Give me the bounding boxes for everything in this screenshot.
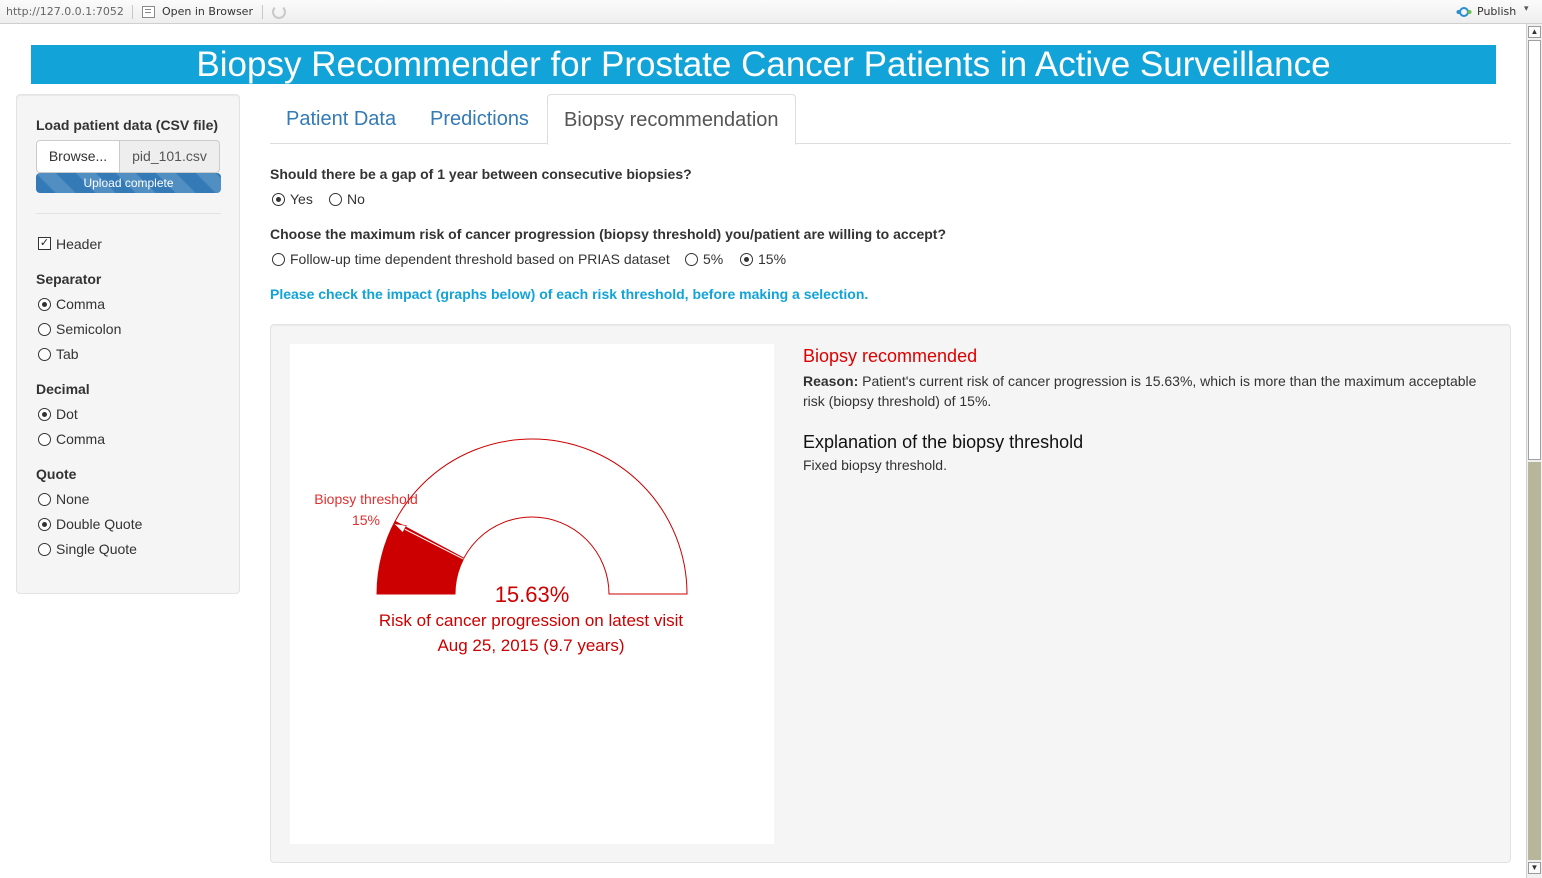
url-label: http://127.0.0.1:7052 (6, 5, 124, 18)
option-label: Yes (290, 191, 313, 207)
option-label: Comma (56, 296, 106, 312)
visit-date: Aug 25, 2015 (9.7 years) (437, 636, 624, 655)
reason-text: Patient's current risk of cancer progres… (803, 373, 1477, 409)
risk-gauge: Biopsy threshold 15% 15.63% Risk of canc… (314, 438, 688, 655)
option-label: No (347, 191, 365, 207)
load-data-label: Load patient data (CSV file) (36, 117, 219, 133)
vertical-scrollbar[interactable]: ▲ ▼ (1526, 24, 1542, 878)
gap-question-label: Should there be a gap of 1 year between … (270, 166, 692, 182)
radio-selected-icon[interactable] (740, 253, 753, 266)
page-title: Biopsy Recommender for Prostate Cancer P… (31, 45, 1496, 84)
tab-biopsy-recommendation[interactable]: Biopsy recommendation (547, 94, 796, 145)
tab-bar: Patient Data Predictions Biopsy recommen… (270, 94, 1511, 145)
radio-selected-icon[interactable] (38, 408, 51, 421)
radio-icon[interactable] (38, 433, 51, 446)
threshold-arrowhead (393, 523, 407, 534)
open-in-browser-icon[interactable] (142, 6, 155, 18)
radio-selected-icon[interactable] (272, 193, 285, 206)
gauge-outline (376, 438, 688, 595)
recommendation-reason: Reason: Patient's current risk of cancer… (803, 371, 1493, 411)
radio-icon[interactable] (38, 543, 51, 556)
radio-icon[interactable] (38, 493, 51, 506)
option-label: None (56, 491, 90, 507)
threshold-label: Biopsy threshold (314, 491, 418, 507)
threshold-marker (393, 523, 464, 560)
option-label: Double Quote (56, 516, 143, 532)
scroll-up-arrow-icon[interactable]: ▲ (1528, 26, 1541, 38)
gauge-risk-fill (377, 520, 465, 594)
threshold-value: 15% (352, 512, 380, 528)
radio-selected-icon[interactable] (38, 298, 51, 311)
scroll-down-arrow-icon[interactable]: ▼ (1528, 862, 1541, 874)
tab-predictions[interactable]: Predictions (430, 108, 529, 130)
radio-selected-icon[interactable] (38, 518, 51, 531)
divider (36, 213, 221, 214)
threshold-question-label: Choose the maximum risk of cancer progre… (270, 226, 947, 242)
risk-value: 15.63% (495, 582, 570, 607)
radio-icon[interactable] (329, 193, 342, 206)
upload-progress-bar: Upload complete (36, 173, 221, 193)
sidebar-panel: Load patient data (CSV file) Browse... p… (16, 94, 240, 594)
file-name-field: pid_101.csv (119, 140, 220, 173)
scroll-track[interactable] (1528, 462, 1541, 860)
explanation-title: Explanation of the biopsy threshold (803, 432, 1084, 452)
option-label: Follow-up time dependent threshold based… (290, 251, 670, 267)
option-label: 5% (703, 251, 724, 267)
risk-caption: Risk of cancer progression on latest vis… (379, 611, 684, 630)
option-label: Tab (56, 346, 79, 362)
file-input[interactable]: Browse... pid_101.csv (36, 140, 221, 173)
recommendation-title: Biopsy recommended (803, 346, 978, 366)
option-label: Dot (56, 406, 78, 422)
header-label: Header (56, 236, 102, 252)
reason-prefix: Reason: (803, 373, 859, 389)
checkbox-checked-icon[interactable]: ✓ (38, 237, 51, 250)
explanation-text: Fixed biopsy threshold. (803, 457, 947, 473)
radio-icon[interactable] (685, 253, 698, 266)
scroll-thumb[interactable] (1528, 40, 1541, 460)
option-label: Single Quote (56, 541, 137, 557)
decimal-label: Decimal (36, 381, 90, 397)
browse-button[interactable]: Browse... (36, 140, 120, 173)
impact-note: Please check the impact (graphs below) o… (270, 286, 869, 302)
quote-label: Quote (36, 466, 77, 482)
result-panel: Biopsy threshold 15% 15.63% Risk of canc… (270, 324, 1511, 863)
radio-icon[interactable] (38, 348, 51, 361)
separator-label: Separator (36, 271, 102, 287)
open-in-browser-button[interactable]: Open in Browser (162, 5, 253, 18)
toolbar-divider (132, 5, 133, 19)
risk-gauge-panel: Biopsy threshold 15% 15.63% Risk of canc… (290, 344, 774, 844)
browser-toolbar: http://127.0.0.1:7052 Open in Browser Pu… (0, 0, 1542, 24)
radio-icon[interactable] (38, 323, 51, 336)
option-label: Semicolon (56, 321, 122, 337)
tab-patient-data[interactable]: Patient Data (286, 108, 397, 130)
radio-icon[interactable] (272, 253, 285, 266)
refresh-icon[interactable] (272, 5, 286, 19)
option-label: 15% (758, 251, 787, 267)
option-label: Comma (56, 431, 106, 447)
toolbar-divider (262, 5, 263, 19)
publish-dropdown-icon[interactable]: ▾ (1524, 4, 1529, 14)
publish-button[interactable]: Publish (1477, 5, 1517, 18)
publish-icon[interactable] (1456, 6, 1472, 18)
